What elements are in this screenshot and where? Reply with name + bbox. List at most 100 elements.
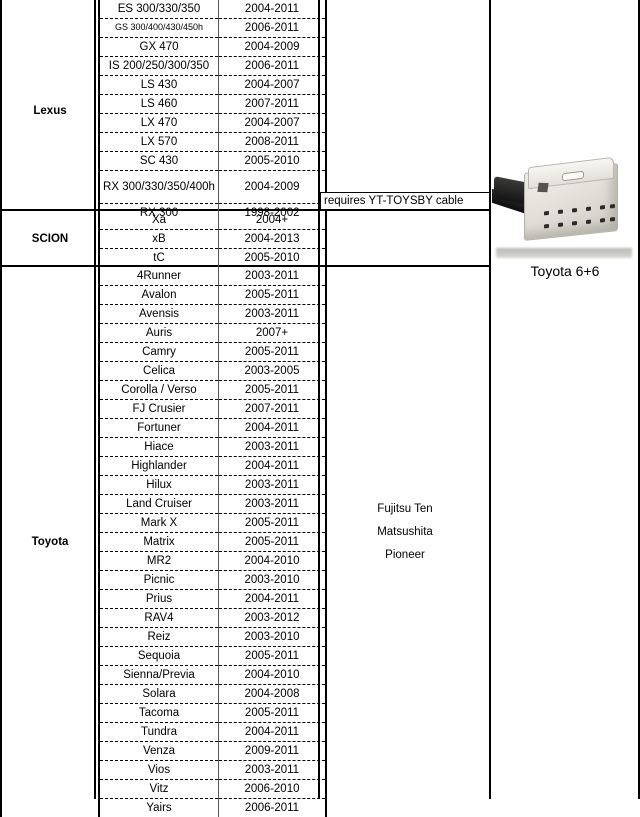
model-years: 2003-2011 <box>219 495 327 514</box>
pin-row-upper <box>538 204 616 217</box>
model-name: Sienna/Previa <box>99 666 219 685</box>
model-name: IS 200/250/300/350 <box>99 57 219 76</box>
model-years: 2006-2011 <box>219 19 327 38</box>
model-years: 2009-2011 <box>219 742 327 761</box>
model-years: 2003-2010 <box>219 628 327 647</box>
model-name: SC 430 <box>99 152 219 171</box>
brand-label-lexus: Lexus <box>1 0 99 222</box>
model-name: Corolla / Verso <box>99 381 219 400</box>
model-name: Tundra <box>99 723 219 742</box>
model-name: LX 470 <box>99 114 219 133</box>
model-years: 2005-2011 <box>219 533 327 552</box>
model-years: 2004-2009 <box>219 38 327 57</box>
model-name: Reiz <box>99 628 219 647</box>
model-years: 2004-2011 <box>219 419 327 438</box>
model-years: 2003-2011 <box>219 438 327 457</box>
model-name: Tacoma <box>99 704 219 723</box>
lexus-table: Lexus ES 300/330/350 2004-2011 GS 300/40… <box>0 0 327 222</box>
model-years: 2005-2011 <box>219 286 327 305</box>
model-years: 2007-2011 <box>219 400 327 419</box>
radio-makes-notes: Fujitsu Ten Matsushita Pioneer <box>320 492 490 572</box>
model-years: 2003-2012 <box>219 609 327 628</box>
model-name: xB <box>99 230 219 249</box>
model-name: Camry <box>99 343 219 362</box>
lexus-rows: Lexus ES 300/330/350 2004-2011 GS 300/40… <box>1 0 326 222</box>
model-name: RX 300/330/350/400h <box>99 171 219 204</box>
model-name: tC <box>99 249 219 268</box>
model-years: 2004-2013 <box>219 230 327 249</box>
model-name: LS 460 <box>99 95 219 114</box>
pin-row-lower <box>538 217 616 230</box>
model-name: Solara <box>99 685 219 704</box>
model-name: Mark X <box>99 514 219 533</box>
model-years: 2006-2011 <box>219 799 327 817</box>
model-years: 2007-2011 <box>219 95 327 114</box>
scion-rows: SCION Xa 2004+ xB 2004-2013 tC 2005-2010 <box>1 211 326 267</box>
model-name: Sequoia <box>99 647 219 666</box>
model-years: 2005-2010 <box>219 152 327 171</box>
model-name: Land Cruiser <box>99 495 219 514</box>
model-name: Avalon <box>99 286 219 305</box>
model-years: 2003-2011 <box>219 305 327 324</box>
table-row: SCION Xa 2004+ <box>1 211 326 230</box>
model-years: 2005-2011 <box>219 514 327 533</box>
connector-caption: Toyota 6+6 <box>492 263 638 279</box>
connector-side-tab <box>537 183 548 192</box>
model-name: Prius <box>99 590 219 609</box>
model-name: Xa <box>99 211 219 230</box>
model-years: 2005-2011 <box>219 343 327 362</box>
requires-cable-note: requires YT-TOYSBY cable <box>320 192 490 210</box>
model-years: 2008-2011 <box>219 133 327 152</box>
model-name: Vios <box>99 761 219 780</box>
model-name: GS 300/400/430/450h <box>99 19 219 38</box>
model-years: 2004-2011 <box>219 457 327 476</box>
model-years: 2005-2011 <box>219 381 327 400</box>
radio-make: Fujitsu Ten <box>320 503 490 515</box>
model-name: FJ Crusier <box>99 400 219 419</box>
model-name: GX 470 <box>99 38 219 57</box>
model-years: 2004+ <box>219 211 327 230</box>
model-name: Yairs <box>99 799 219 817</box>
model-name: Celica <box>99 362 219 381</box>
model-name: Fortuner <box>99 419 219 438</box>
model-years: 2004-2009 <box>219 171 327 204</box>
model-years: 2006-2011 <box>219 57 327 76</box>
compatibility-sheet: Lexus ES 300/330/350 2004-2011 GS 300/40… <box>0 0 640 799</box>
model-name: Highlander <box>99 457 219 476</box>
model-name: LS 430 <box>99 76 219 95</box>
table-row: Lexus ES 300/330/350 2004-2011 <box>1 0 326 19</box>
toyota-6plus6-connector-photo <box>492 150 638 262</box>
model-years: 2003-2011 <box>219 267 327 286</box>
model-years: 2004-2010 <box>219 552 327 571</box>
model-years: 2007+ <box>219 324 327 343</box>
model-years: 2005-2011 <box>219 704 327 723</box>
model-years: 2004-2007 <box>219 114 327 133</box>
model-years: 2004-2011 <box>219 723 327 742</box>
model-years: 2004-2011 <box>219 590 327 609</box>
model-name: Vitz <box>99 780 219 799</box>
model-years: 2005-2011 <box>219 647 327 666</box>
model-years: 2006-2010 <box>219 780 327 799</box>
model-name: Hilux <box>99 476 219 495</box>
model-name: LX 570 <box>99 133 219 152</box>
model-years: 2003-2005 <box>219 362 327 381</box>
model-name: Hiace <box>99 438 219 457</box>
scion-block: SCION Xa 2004+ xB 2004-2013 tC 2005-2010 <box>0 211 327 267</box>
brand-label-toyota: Toyota <box>1 267 99 817</box>
scion-table: SCION Xa 2004+ xB 2004-2013 tC 2005-2010 <box>0 211 327 267</box>
model-name: Auris <box>99 324 219 343</box>
model-name: MR2 <box>99 552 219 571</box>
model-name: 4Runner <box>99 267 219 286</box>
model-name: ES 300/330/350 <box>99 0 219 19</box>
model-years: 2003-2011 <box>219 761 327 780</box>
model-years: 2004-2007 <box>219 76 327 95</box>
photo-shadow <box>496 248 632 258</box>
model-years: 2003-2010 <box>219 571 327 590</box>
model-name: RAV4 <box>99 609 219 628</box>
table-row: Toyota 4Runner 2003-2011 <box>1 267 326 286</box>
model-name: Avensis <box>99 305 219 324</box>
lexus-block: Lexus ES 300/330/350 2004-2011 GS 300/40… <box>0 0 327 222</box>
